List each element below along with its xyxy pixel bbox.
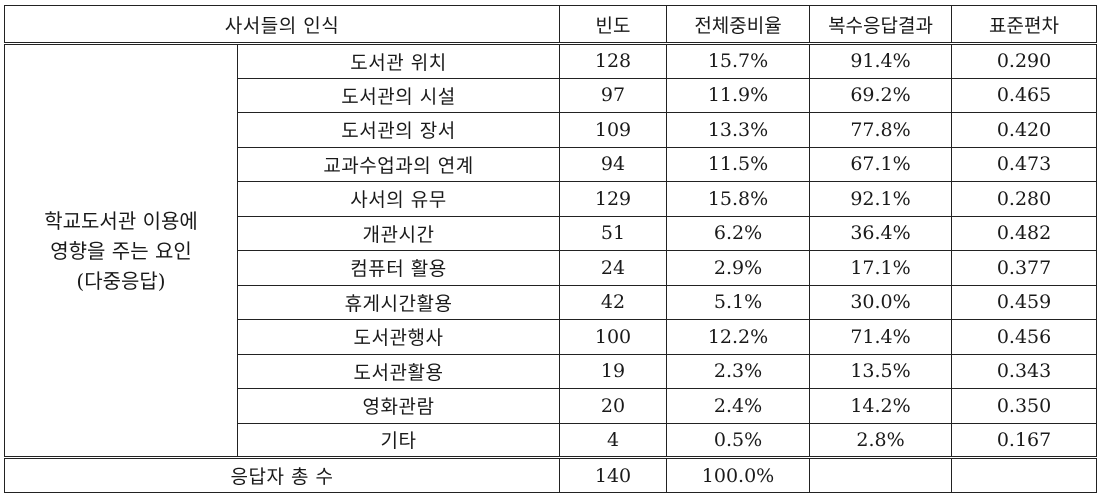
row-standard-deviation: 0.473 xyxy=(951,146,1098,182)
header-standard-deviation: 표준편차 xyxy=(951,5,1098,45)
total-ratio: 100.0% xyxy=(666,456,811,493)
table-row: 컴퓨터 활용 24 2.9% 17.1% 0.377 xyxy=(5,250,1098,286)
table-row: 도서관활용 19 2.3% 13.5% 0.343 xyxy=(5,353,1098,389)
row-multi-response: 30.0% xyxy=(809,284,953,320)
row-multi-response: 2.8% xyxy=(809,422,953,458)
row-ratio: 15.8% xyxy=(666,181,811,217)
total-label: 응답자 총 수 xyxy=(3,456,561,493)
row-item: 도서관의 장서 xyxy=(236,112,561,148)
row-ratio: 5.1% xyxy=(666,284,811,320)
row-multi-response: 14.2% xyxy=(809,388,953,424)
group-label-line-3: (다중응답) xyxy=(76,268,166,293)
row-ratio: 2.3% xyxy=(666,353,811,389)
table-row: 도서관의 장서 109 13.3% 77.8% 0.420 xyxy=(5,112,1098,148)
row-item: 도서관활용 xyxy=(236,353,561,389)
row-item: 도서관행사 xyxy=(236,319,561,355)
row-ratio: 2.4% xyxy=(666,388,811,424)
row-standard-deviation: 0.343 xyxy=(951,353,1098,389)
row-ratio: 13.3% xyxy=(666,112,811,148)
row-frequency: 42 xyxy=(559,284,668,320)
row-frequency: 129 xyxy=(559,181,668,217)
row-item: 개관시간 xyxy=(236,215,561,251)
row-item: 영화관람 xyxy=(236,388,561,424)
table-row: 도서관의 시설 97 11.9% 69.2% 0.465 xyxy=(5,77,1098,113)
table-row: 개관시간 51 6.2% 36.4% 0.482 xyxy=(5,215,1098,251)
row-multi-response: 36.4% xyxy=(809,215,953,251)
row-frequency: 51 xyxy=(559,215,668,251)
row-item: 컴퓨터 활용 xyxy=(236,250,561,286)
row-item: 도서관 위치 xyxy=(236,43,561,79)
row-ratio: 0.5% xyxy=(666,422,811,458)
row-multi-response: 67.1% xyxy=(809,146,953,182)
row-item: 교과수업과의 연계 xyxy=(236,146,561,182)
row-standard-deviation: 0.350 xyxy=(951,388,1098,424)
row-multi-response: 17.1% xyxy=(809,250,953,286)
table-row: 학교도서관 이용에 영향을 주는 요인 (다중응답) 도서관 위치 128 15… xyxy=(4,43,1098,458)
row-frequency: 4 xyxy=(559,422,668,458)
row-frequency: 94 xyxy=(559,146,668,182)
group-label-cell: 학교도서관 이용에 영향을 주는 요인 (다중응답) xyxy=(4,43,238,458)
header-row: 사서들의 인식 빈도 전체중비율 복수응답결과 표준편차 xyxy=(3,5,1098,45)
row-standard-deviation: 0.290 xyxy=(951,43,1098,79)
group-label-line-2: 영향을 주는 요인 xyxy=(50,238,192,263)
table-row: 기타 4 0.5% 2.8% 0.167 xyxy=(5,422,1098,458)
row-ratio: 2.9% xyxy=(666,250,811,286)
row-multi-response: 92.1% xyxy=(809,181,953,217)
row-standard-deviation: 0.167 xyxy=(951,422,1098,458)
table-row: 교과수업과의 연계 94 11.5% 67.1% 0.473 xyxy=(5,146,1098,182)
row-multi-response: 71.4% xyxy=(809,319,953,355)
row-multi-response: 91.4% xyxy=(809,43,953,79)
group-label-line-1: 학교도서관 이용에 xyxy=(44,208,198,233)
row-standard-deviation: 0.280 xyxy=(951,181,1098,217)
total-standard-deviation xyxy=(951,456,1098,493)
row-item: 기타 xyxy=(236,422,561,458)
table-row: 영화관람 20 2.4% 14.2% 0.350 xyxy=(5,388,1098,424)
row-standard-deviation: 0.377 xyxy=(951,250,1098,286)
header-perception: 사서들의 인식 xyxy=(3,5,561,45)
table-row: 도서관행사 100 12.2% 71.4% 0.456 xyxy=(5,319,1098,355)
row-ratio: 11.5% xyxy=(666,146,811,182)
header-frequency: 빈도 xyxy=(559,5,668,45)
header-multi-response: 복수응답결과 xyxy=(809,5,953,45)
row-item: 사서의 유무 xyxy=(236,181,561,217)
row-frequency: 100 xyxy=(559,319,668,355)
row-frequency: 19 xyxy=(559,353,668,389)
header-ratio: 전체중비율 xyxy=(666,5,811,45)
row-standard-deviation: 0.459 xyxy=(951,284,1098,320)
total-multi-response xyxy=(809,456,953,493)
row-multi-response: 69.2% xyxy=(809,77,953,113)
row-frequency: 109 xyxy=(559,112,668,148)
total-row: 응답자 총 수 140 100.0% xyxy=(3,456,1098,493)
row-standard-deviation: 0.456 xyxy=(951,319,1098,355)
total-frequency: 140 xyxy=(559,456,668,493)
row-standard-deviation: 0.482 xyxy=(951,215,1098,251)
table-body: 학교도서관 이용에 영향을 주는 요인 (다중응답) 도서관 위치 128 15… xyxy=(3,43,1098,493)
row-ratio: 12.2% xyxy=(666,319,811,355)
row-standard-deviation: 0.465 xyxy=(951,77,1098,113)
row-frequency: 128 xyxy=(559,43,668,79)
table-row: 사서의 유무 129 15.8% 92.1% 0.280 xyxy=(5,181,1098,217)
survey-results-table: 사서들의 인식 빈도 전체중비율 복수응답결과 표준편차 학교도서관 이용에 영… xyxy=(3,5,1098,493)
row-ratio: 6.2% xyxy=(666,215,811,251)
row-item: 도서관의 시설 xyxy=(236,77,561,113)
row-ratio: 15.7% xyxy=(666,43,811,79)
row-multi-response: 77.8% xyxy=(809,112,953,148)
row-frequency: 20 xyxy=(559,388,668,424)
row-item: 휴게시간활용 xyxy=(236,284,561,320)
row-frequency: 97 xyxy=(559,77,668,113)
row-ratio: 11.9% xyxy=(666,77,811,113)
row-multi-response: 13.5% xyxy=(809,353,953,389)
row-standard-deviation: 0.420 xyxy=(951,112,1098,148)
row-frequency: 24 xyxy=(559,250,668,286)
